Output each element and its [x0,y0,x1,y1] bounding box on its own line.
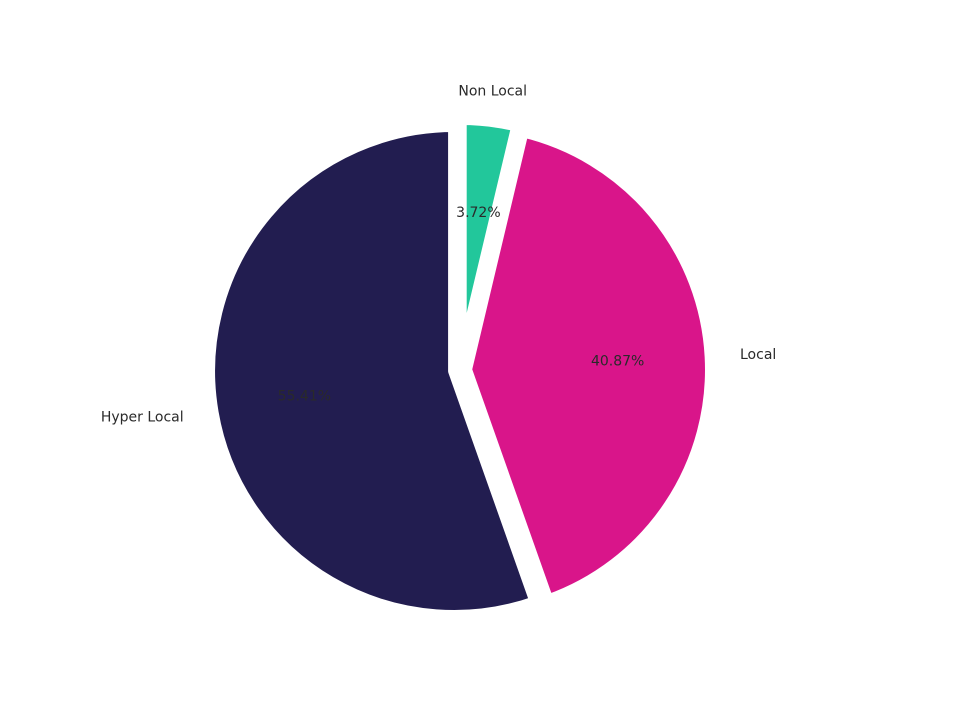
locality-pie-chart: 55.41% 40.87% 3.72% Hyper Local Local Non Lo… [0,0,960,720]
pie-percent-label: 3.72% [456,205,500,221]
pie-percent-label: 55.41% [278,389,331,405]
pie-percent-label: 40.87% [591,354,644,370]
pie-slice-name: Hyper Local [101,409,184,425]
pie-slice-name: Local [740,347,776,363]
pie-slice-name: Non Local [458,84,527,100]
